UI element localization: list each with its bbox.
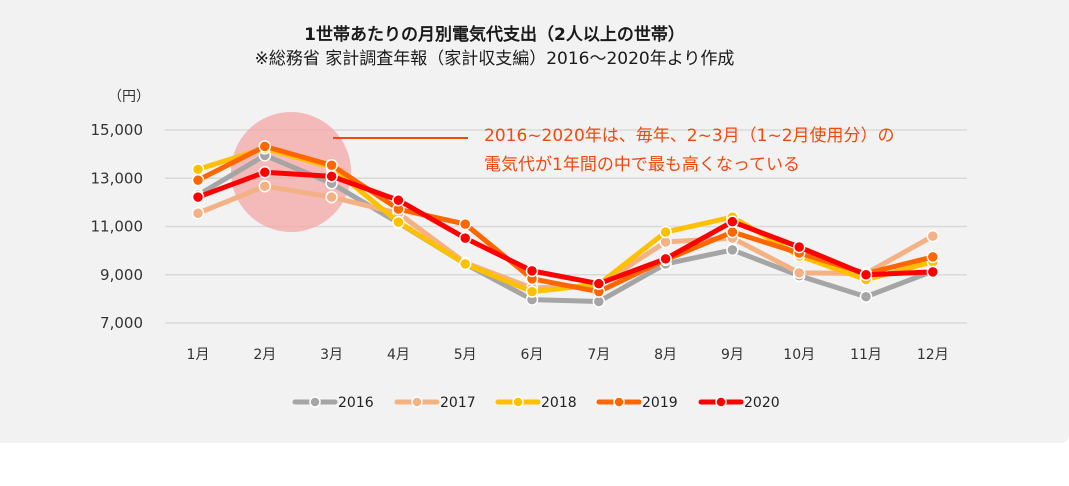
chart-title: 1世帯あたりの月別電気代支出（2人以上の世帯） [304, 25, 685, 45]
y-tick-label: 9,000 [100, 266, 143, 284]
data-point-2019 [258, 140, 272, 153]
y-tick-label: 13,000 [91, 169, 144, 187]
x-tick-label: 4月 [387, 347, 410, 363]
data-point-2020 [458, 231, 472, 245]
data-point-2019 [926, 250, 940, 264]
data-point-2020 [859, 268, 873, 281]
data-point-2020 [592, 277, 606, 290]
data-point-2018 [191, 163, 205, 176]
x-tick-label: 7月 [587, 347, 610, 363]
y-tick-label: 15,000 [91, 121, 144, 139]
data-point-2020 [325, 170, 338, 183]
legend-item-2016: 2016 [292, 395, 374, 411]
x-tick-label: 5月 [454, 347, 477, 363]
legend: 2016 2017 2018 2019 2020 [292, 395, 780, 411]
x-tick-label: 1月 [187, 347, 210, 363]
data-point-2016 [726, 243, 739, 257]
data-point-2020 [726, 215, 739, 228]
data-point-2020 [926, 265, 940, 279]
y-tick-label: 7,000 [100, 314, 143, 332]
data-point-2020 [525, 264, 539, 278]
data-point-2018 [525, 285, 539, 298]
legend-label: 2017 [440, 395, 476, 411]
y-axis-ticks: 15,000 13,000 11,000 9,000 7,000 [91, 121, 144, 332]
line-chart: 15,000 13,000 11,000 9,000 7,000 （円） 1月 2月 3月 4… [91, 89, 967, 411]
series-line-2020 [195, 169, 936, 287]
data-point-2020 [258, 165, 272, 179]
legend-swatch-marker [613, 396, 625, 408]
data-point-2017 [792, 266, 806, 280]
x-tick-label: 10月 [783, 347, 815, 363]
x-tick-label: 11月 [850, 347, 882, 363]
legend-label: 2018 [541, 395, 577, 411]
series-line-2016 [195, 152, 936, 305]
data-point-2017 [258, 179, 272, 193]
series-lines [191, 140, 940, 308]
data-point-2020 [659, 252, 672, 266]
data-point-2016 [859, 290, 873, 303]
legend-item-2018: 2018 [495, 395, 577, 411]
data-point-2019 [191, 173, 205, 187]
x-tick-label: 9月 [721, 347, 744, 363]
data-point-2020 [392, 193, 405, 207]
legend-item-2017: 2017 [394, 395, 476, 411]
x-tick-label: 8月 [654, 347, 677, 363]
legend-swatch-marker [309, 396, 321, 408]
data-point-2019 [458, 217, 472, 231]
y-axis-unit: （円） [108, 89, 150, 105]
x-tick-label: 2月 [253, 347, 276, 363]
legend-swatch-marker [512, 396, 524, 408]
data-point-2020 [792, 240, 806, 254]
series-2020 [191, 165, 940, 290]
x-tick-label: 12月 [917, 347, 949, 363]
annotation-line-1: 2016~2020年は、毎年、2~3月（1~2月使用分）の [484, 125, 895, 146]
data-point-2017 [191, 206, 205, 220]
data-point-2019 [325, 158, 338, 172]
legend-label: 2019 [642, 395, 678, 411]
y-tick-label: 11,000 [91, 218, 144, 236]
legend-swatch-marker [411, 396, 423, 408]
legend-label: 2020 [744, 395, 780, 411]
chart-subtitle: ※総務省 家計調査年報（家計収支編）2016～2020年より作成 [254, 49, 735, 69]
data-point-2019 [726, 225, 739, 239]
series-line-2019 [195, 143, 936, 295]
data-point-2018 [392, 215, 405, 229]
legend-swatch-marker [715, 396, 727, 408]
legend-label: 2016 [338, 395, 374, 411]
data-point-2018 [659, 225, 672, 239]
legend-item-2019: 2019 [596, 395, 678, 411]
data-point-2017 [325, 190, 338, 204]
data-point-2020 [191, 190, 205, 204]
x-axis-ticks: 1月 2月 3月 4月 5月 6月 7月 8月 9月 10月 11月 12月 [187, 347, 949, 363]
x-tick-label: 3月 [320, 347, 343, 363]
annotation-line-2: 電気代が1年間の中で最も高くなっている [484, 155, 800, 175]
legend-item-2020: 2020 [698, 395, 780, 411]
chart-panel [0, 0, 1069, 443]
data-point-2017 [926, 229, 940, 243]
data-point-2018 [458, 257, 472, 271]
x-tick-label: 6月 [521, 347, 544, 363]
